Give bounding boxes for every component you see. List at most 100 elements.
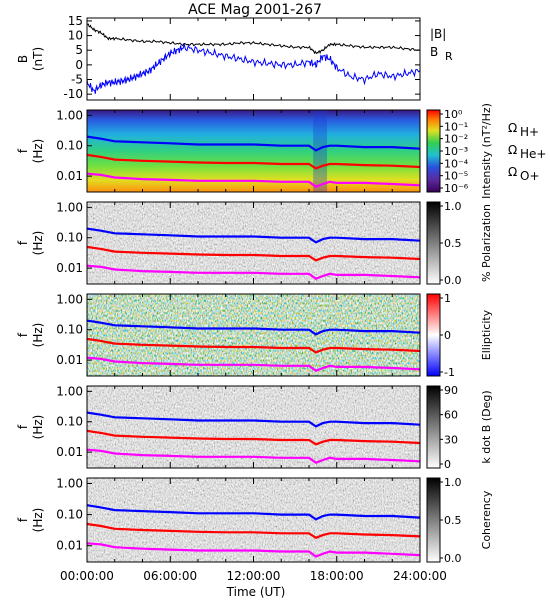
colorbar-label-kdotb: k dot B (Deg) <box>480 390 493 463</box>
colorbar-tick-label: 0 <box>444 458 451 471</box>
legend-b-magnitude: |B| <box>430 27 446 41</box>
y-tick-label: 5 <box>75 43 83 57</box>
panel-coherency: 1.00 0.10 0.01 1.0 0.5 0.0 Coherency f (Hz) <box>16 476 493 565</box>
y-label-polarization: f <box>16 240 30 245</box>
gyro-line-o <box>86 172 421 188</box>
colorbar-tick-label: 0.0 <box>444 274 462 287</box>
series-line-b-magnitude <box>86 23 421 55</box>
y-tick-label: 0 <box>75 58 83 72</box>
y-tick-label: 0.10 <box>56 508 83 522</box>
colorbar-tick-label: 10⁻⁶ <box>444 182 469 195</box>
y-tick-label: 0.01 <box>56 261 83 275</box>
colorbar-tick-label: 10⁰ <box>444 108 463 121</box>
x-tick-label: 12:00:00 <box>227 569 281 583</box>
y-label-unit-intensity: (Hz) <box>31 139 45 164</box>
spectrogram-feature <box>313 110 328 192</box>
colorbar-tick-label: 0 <box>444 329 451 342</box>
legend-gyro-sub-2: O+ <box>520 169 540 183</box>
x-tick-label: 00:00:00 <box>60 569 114 583</box>
colorbar-tick-label: 10⁻⁴ <box>444 157 469 170</box>
x-tick-label: 18:00:00 <box>310 569 364 583</box>
y-tick-label: 0.01 <box>56 353 83 367</box>
y-label-unit-polarization: (Hz) <box>31 231 45 256</box>
gyro-line-h <box>86 227 421 244</box>
y-label-unit-field: (nT) <box>31 47 45 71</box>
colorbar-label-ellipticity: Ellipticity <box>480 309 493 360</box>
colorbar-tick-label: 10⁻¹ <box>444 120 468 133</box>
gyro-line-o <box>86 356 421 372</box>
gyro-line-h <box>86 504 421 521</box>
legend-gyro-0: Ω <box>508 121 517 135</box>
y-tick-label: 1.00 <box>56 200 83 214</box>
y-tick-label: 1.00 <box>56 108 83 122</box>
panel-polarization: 1.00 0.10 0.01 1.0 0.5 0.0 % Polarization f (Hz) <box>16 200 493 287</box>
colorbar-tick-label: 10⁻³ <box>444 145 468 158</box>
x-tick-label: 24:00:00 <box>393 569 447 583</box>
y-tick-label: 1.00 <box>56 476 83 490</box>
colorbar-tick-label: 30 <box>444 433 458 446</box>
y-label-coherency: f <box>16 517 30 522</box>
colorbar-tick-label: 90 <box>444 384 458 397</box>
colorbar-label-intensity: Intensity (nT²/Hz) <box>480 103 493 199</box>
legend-gyro-1: Ω <box>508 143 517 157</box>
y-tick-label: 0.10 <box>56 231 83 245</box>
gyro-line-o <box>86 542 421 558</box>
x-axis-label: Time (UT) <box>226 585 286 599</box>
y-label-ellipticity: f <box>16 332 30 337</box>
y-tick-label: 10 <box>68 29 83 43</box>
panel-kdotb: 1.00 0.10 0.01 90 60 30 0 k dot B (Deg) f (Hz) <box>16 384 493 471</box>
colorbar-ellipticity <box>426 293 441 377</box>
x-axis-ticks: 00:00:00 06:00:00 12:00:00 18:00:00 24:00:00 <box>60 569 447 583</box>
colorbar-tick-label: 60 <box>444 409 458 422</box>
y-tick-label: -10 <box>63 87 83 101</box>
y-tick-label: 0.01 <box>56 539 83 553</box>
series-line-b-r <box>86 43 421 94</box>
panel-ellipticity: 1.00 0.10 0.01 1 0 -1 Ellipticity f (Hz) <box>16 292 493 379</box>
x-tick-label: 06:00:00 <box>143 569 197 583</box>
y-tick-label: 1.00 <box>56 384 83 398</box>
gyro-line-he <box>86 153 421 170</box>
y-tick-label: 15 <box>68 14 83 28</box>
gyro-line-o <box>86 448 421 464</box>
colorbar-tick-label: 0.5 <box>444 514 462 527</box>
y-tick-label: 0.10 <box>56 139 83 153</box>
colorbar-intensity <box>426 109 441 193</box>
colorbar-polarization <box>426 201 441 285</box>
chart-title: ACE Mag 2001-267 <box>188 2 322 18</box>
y-tick-label: 0.01 <box>56 169 83 183</box>
colorbar-tick-label: 10⁻⁵ <box>444 170 468 183</box>
y-tick-label: 0.01 <box>56 445 83 459</box>
y-label-intensity: f <box>16 148 30 153</box>
gyro-line-he <box>86 245 421 262</box>
colorbar-tick-label: 1.0 <box>444 200 462 213</box>
legend-gyro-sub-1: He+ <box>520 147 546 161</box>
y-label-unit-ellipticity: (Hz) <box>31 323 45 348</box>
colorbar-tick-label: 1 <box>444 292 451 305</box>
field-plot-area <box>87 18 420 100</box>
y-tick-label: -5 <box>71 73 83 87</box>
colorbar-tick-label: 1.0 <box>444 476 462 489</box>
y-tick-label: 0.10 <box>56 415 83 429</box>
colorbar-label-polarization: % Polarization <box>480 204 493 282</box>
y-label-field: B <box>16 55 30 63</box>
colorbar-tick-label: 0.5 <box>444 237 462 250</box>
y-tick-label: 1.00 <box>56 292 83 306</box>
gyro-line-h <box>86 319 421 336</box>
gyro-line-he <box>86 337 421 354</box>
gyro-line-he <box>86 429 421 446</box>
legend-b-r: B <box>430 45 438 59</box>
y-tick-label: 0.10 <box>56 323 83 337</box>
colorbar-label-coherency: Coherency <box>480 490 493 549</box>
legend-gyro-2: Ω <box>508 165 517 179</box>
gyro-line-h <box>86 135 421 152</box>
legend-b-r-sub: R <box>445 50 453 63</box>
colorbar-kdotb <box>426 385 441 469</box>
colorbar-tick-label: 10⁻² <box>444 133 468 146</box>
y-label-unit-coherency: (Hz) <box>31 508 45 533</box>
colorbar-tick-label: 0.0 <box>444 552 462 565</box>
gyro-line-he <box>86 522 421 540</box>
